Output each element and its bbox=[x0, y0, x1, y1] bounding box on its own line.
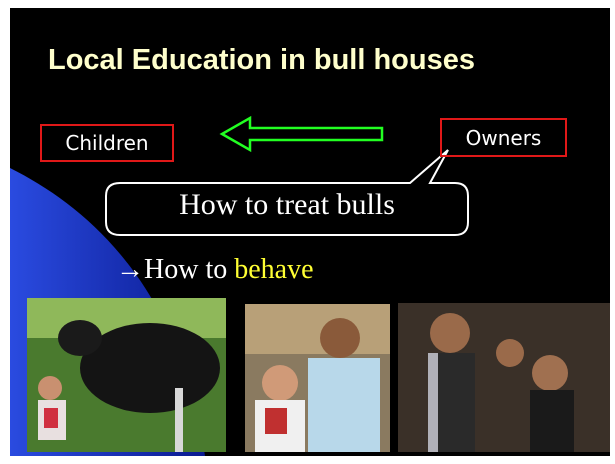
photo-2 bbox=[245, 304, 390, 452]
photo-1 bbox=[27, 298, 226, 452]
page: Local Education in bull houses Children … bbox=[0, 0, 615, 464]
photo-3 bbox=[398, 303, 610, 452]
bubble-text: How to treat bulls bbox=[106, 188, 468, 222]
children-box: Children bbox=[40, 124, 174, 162]
slide: Local Education in bull houses Children … bbox=[10, 8, 610, 456]
behave-prefix: →How to bbox=[116, 254, 227, 285]
owners-box: Owners bbox=[440, 118, 567, 157]
behave-highlight: behave bbox=[234, 254, 313, 285]
slide-title: Local Education in bull houses bbox=[48, 44, 475, 77]
green-arrow bbox=[222, 118, 382, 150]
